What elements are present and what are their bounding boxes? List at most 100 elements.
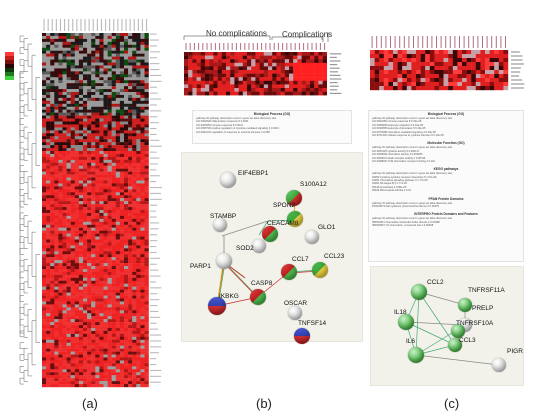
heatmap-cell <box>247 66 252 71</box>
heatmap-cell <box>95 33 100 37</box>
heatmap-cell <box>74 280 80 284</box>
heatmap-cell <box>78 165 84 169</box>
heatmap-cell <box>83 251 88 255</box>
network-node[interactable] <box>216 253 232 269</box>
heatmap-cell <box>115 218 121 222</box>
heatmap-cell <box>124 266 129 270</box>
heatmap-cell <box>83 336 88 340</box>
heatmap-cell <box>136 221 141 225</box>
heatmap-cell <box>66 192 71 196</box>
heatmap-cell <box>46 201 51 205</box>
network-node[interactable] <box>288 306 302 320</box>
network-node[interactable] <box>281 264 297 280</box>
heatmap-cell <box>42 71 47 75</box>
heatmap-cell <box>46 248 51 252</box>
network-node[interactable] <box>305 230 319 244</box>
heatmap-cell <box>140 319 145 323</box>
heatmap-cell <box>434 70 440 75</box>
heatmap-cell <box>87 248 92 252</box>
heatmap-cell <box>140 156 145 161</box>
heatmap-cell <box>46 130 51 134</box>
network-node[interactable] <box>262 226 278 242</box>
heatmap-cell <box>111 68 116 72</box>
network-node[interactable] <box>408 347 424 363</box>
heatmap-cell <box>87 130 92 134</box>
heatmap-cell <box>128 369 133 373</box>
heatmap-cell <box>132 77 137 81</box>
row-label <box>150 334 162 336</box>
heatmap-cell <box>251 62 256 67</box>
heatmap-cell <box>91 283 96 287</box>
heatmap-cell <box>87 168 92 172</box>
heatmap-cell <box>115 53 121 57</box>
heatmap-cell <box>91 257 96 261</box>
heatmap-cell <box>87 283 92 287</box>
heatmap-cell <box>124 224 129 228</box>
network-node[interactable] <box>287 211 303 227</box>
heatmap-cell <box>95 68 100 72</box>
column-label <box>125 19 127 31</box>
network-node[interactable] <box>448 338 462 352</box>
heatmap-cell <box>111 333 116 338</box>
network-node[interactable] <box>286 190 302 206</box>
heatmap-cell <box>66 201 71 205</box>
heatmap-cell <box>78 292 84 296</box>
heatmap-cell <box>230 91 235 96</box>
network-node[interactable] <box>451 324 465 338</box>
heatmap-cell <box>140 174 145 178</box>
heatmap-cell <box>402 62 407 67</box>
network-node[interactable] <box>411 284 427 300</box>
heatmap-cell <box>95 313 100 317</box>
heatmap-cell <box>132 316 137 320</box>
network-node[interactable] <box>220 172 236 188</box>
network-node[interactable] <box>252 239 266 253</box>
heatmap-cell <box>226 59 231 63</box>
heatmap-cell <box>87 127 92 131</box>
heatmap-cell <box>54 307 59 311</box>
network-node[interactable] <box>213 218 227 232</box>
heatmap-cell <box>62 224 67 228</box>
heatmap-cell <box>99 83 104 87</box>
heatmap-cell <box>95 139 100 143</box>
heatmap-cell <box>74 89 80 93</box>
heatmap-cell <box>322 77 327 81</box>
heatmap-cell <box>99 339 104 343</box>
network-node[interactable] <box>250 289 266 305</box>
heatmap-cell <box>144 100 149 104</box>
heatmap-cell <box>119 83 125 87</box>
heatmap-cell <box>42 210 47 214</box>
heatmap-cell <box>42 165 47 169</box>
network-node[interactable] <box>294 328 310 344</box>
heatmap-cell <box>475 70 481 75</box>
heatmap-cell <box>83 207 88 211</box>
network-node[interactable] <box>492 358 506 372</box>
heatmap-cell <box>95 242 100 246</box>
heatmap-cell <box>132 328 137 332</box>
heatmap-cell <box>144 130 149 134</box>
network-node[interactable] <box>312 262 328 278</box>
row-label <box>150 122 159 124</box>
heatmap-cell <box>70 212 75 217</box>
heatmap-cell <box>66 80 71 84</box>
heatmap-cell <box>50 89 55 93</box>
heatmap-cell <box>213 55 218 60</box>
heatmap-cell <box>46 372 51 376</box>
heatmap-cell <box>87 124 92 128</box>
network-node[interactable] <box>208 297 226 315</box>
heatmap-cell <box>128 165 133 169</box>
heatmap-cell <box>78 328 84 332</box>
heatmap-cell <box>379 74 384 79</box>
heatmap-cell <box>297 80 302 85</box>
heatmap-cell <box>103 269 108 273</box>
heatmap-cell <box>136 171 141 175</box>
heatmap-cell <box>103 280 108 284</box>
heatmap-cell <box>111 171 116 175</box>
heatmap-cell <box>70 100 75 104</box>
network-node[interactable] <box>458 298 472 312</box>
heatmap-cell <box>322 80 327 85</box>
heatmap-cell <box>91 266 96 270</box>
heatmap-cell <box>276 73 281 78</box>
heatmap-cell <box>46 236 51 240</box>
network-node[interactable] <box>398 314 414 330</box>
heatmap-cell <box>128 263 133 267</box>
